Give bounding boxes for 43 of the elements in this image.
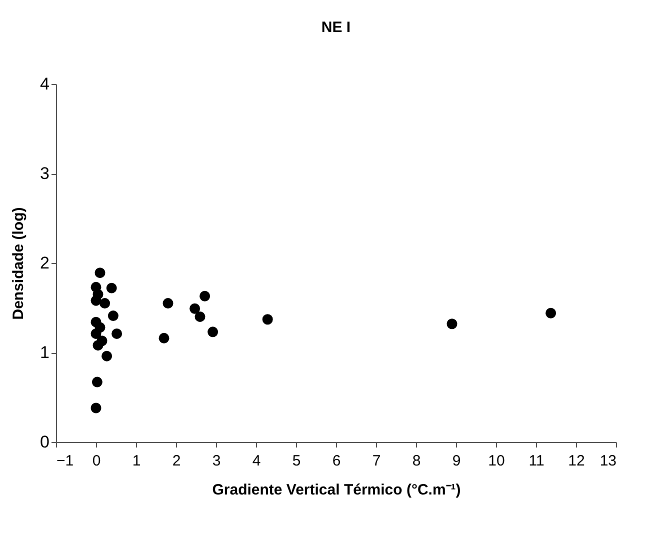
x-tick-label: 12 bbox=[568, 452, 585, 470]
x-tick-label: 1 bbox=[132, 452, 141, 470]
point bbox=[100, 298, 110, 309]
x-tick-label: 5 bbox=[292, 452, 301, 470]
x-tick-label: 8 bbox=[412, 452, 421, 470]
point bbox=[546, 308, 556, 318]
point bbox=[190, 303, 200, 314]
y-tick-label: 2 bbox=[40, 254, 50, 272]
x-tick-label: 10 bbox=[488, 452, 505, 470]
x-axis-title: Gradiente Vertical Térmico (°C.m⁻¹) bbox=[212, 482, 461, 498]
point bbox=[106, 282, 117, 294]
y-tick-label: 0 bbox=[40, 432, 50, 452]
point bbox=[162, 298, 174, 309]
point bbox=[208, 326, 218, 338]
x-tick-label: 4 bbox=[252, 452, 261, 470]
x-tick-label: 9 bbox=[452, 452, 461, 470]
x-tick-label: 2 bbox=[172, 452, 181, 470]
x-tick-label: 6 bbox=[332, 452, 341, 470]
point bbox=[90, 402, 102, 414]
point bbox=[102, 350, 112, 362]
chart-title: NE I bbox=[321, 19, 351, 36]
point bbox=[92, 376, 102, 388]
point bbox=[194, 311, 206, 322]
x-tick-label: 0 bbox=[92, 452, 101, 470]
x-tick-label: 13 bbox=[600, 452, 616, 470]
x-tick-label: 11 bbox=[528, 452, 544, 470]
point bbox=[112, 328, 122, 339]
y-tick-label: 4 bbox=[40, 74, 50, 94]
y-tick-label: 3 bbox=[40, 164, 50, 183]
point bbox=[92, 289, 104, 300]
x-tick-label: 3 bbox=[212, 452, 221, 470]
y-axis-title: Densidade (log) bbox=[10, 207, 28, 320]
point bbox=[200, 290, 210, 302]
point bbox=[262, 314, 273, 325]
x-tick-label: 7 bbox=[372, 452, 381, 470]
point bbox=[96, 336, 108, 346]
point bbox=[108, 310, 118, 322]
point bbox=[94, 322, 106, 333]
point bbox=[94, 268, 106, 278]
point bbox=[446, 318, 458, 330]
x-tick-label: −1 bbox=[56, 452, 74, 470]
point bbox=[158, 332, 170, 344]
y-tick-label: 1 bbox=[40, 343, 50, 362]
